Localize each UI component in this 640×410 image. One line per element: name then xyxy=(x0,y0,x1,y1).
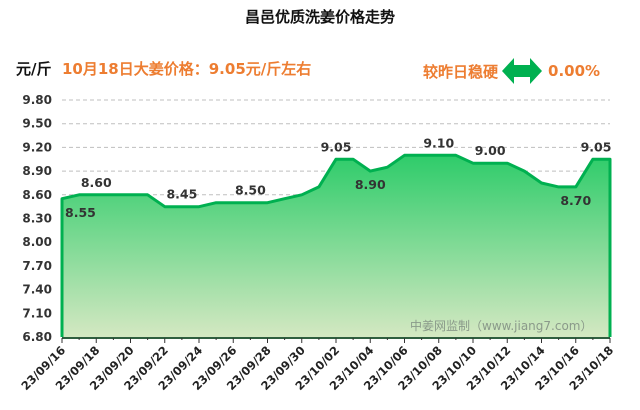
data-label: 8.50 xyxy=(235,183,266,198)
data-labels: 8.55 8.60 8.45 8.50 9.05 8.90 9.10 9.00 8.70 9.05 xyxy=(65,135,611,219)
y-tick-label: 6.80 xyxy=(22,330,52,344)
y-axis: 9.80 9.50 9.20 8.90 8.60 8.30 8.00 7.70 7.40 7.10… xyxy=(22,93,52,344)
data-label: 9.10 xyxy=(423,135,454,150)
data-label: 8.70 xyxy=(560,193,591,208)
y-tick-label: 8.90 xyxy=(22,164,52,178)
y-axis-unit: 元/斤 xyxy=(16,60,52,78)
y-tick-label: 7.40 xyxy=(22,283,52,297)
price-headline: 10月18日大姜价格：9.05元/斤左右 xyxy=(62,60,312,78)
price-line xyxy=(60,153,612,337)
y-tick-label: 9.80 xyxy=(22,93,52,107)
data-label: 8.55 xyxy=(65,205,96,220)
data-label: 8.90 xyxy=(355,177,386,192)
data-label: 8.45 xyxy=(166,187,197,202)
data-label: 9.05 xyxy=(321,139,352,154)
compare-percent: 0.00% xyxy=(548,62,601,80)
x-axis: 23/09/1623/09/1823/09/2023/09/2223/09/24… xyxy=(18,337,616,393)
y-tick-label: 7.70 xyxy=(22,259,52,273)
watermark: 中姜网监制（www.jiang7.com） xyxy=(410,319,593,333)
y-tick-label: 9.50 xyxy=(22,117,52,131)
data-label: 9.00 xyxy=(475,143,506,158)
compare-label: 较昨日稳硬 xyxy=(423,62,499,81)
data-label: 8.60 xyxy=(81,175,112,190)
y-tick-label: 8.30 xyxy=(22,212,52,226)
price-area xyxy=(62,155,610,337)
y-tick-label: 7.10 xyxy=(22,306,52,320)
y-tick-label: 8.60 xyxy=(22,188,52,202)
y-tick-label: 9.20 xyxy=(22,140,52,154)
chart-title: 昌邑优质洗姜价格走势 xyxy=(244,8,395,26)
left-right-arrow-icon xyxy=(502,58,543,84)
y-tick-label: 8.00 xyxy=(22,235,52,249)
data-label: 9.05 xyxy=(581,139,612,154)
daily-compare: 较昨日稳硬 0.00% xyxy=(423,58,600,84)
